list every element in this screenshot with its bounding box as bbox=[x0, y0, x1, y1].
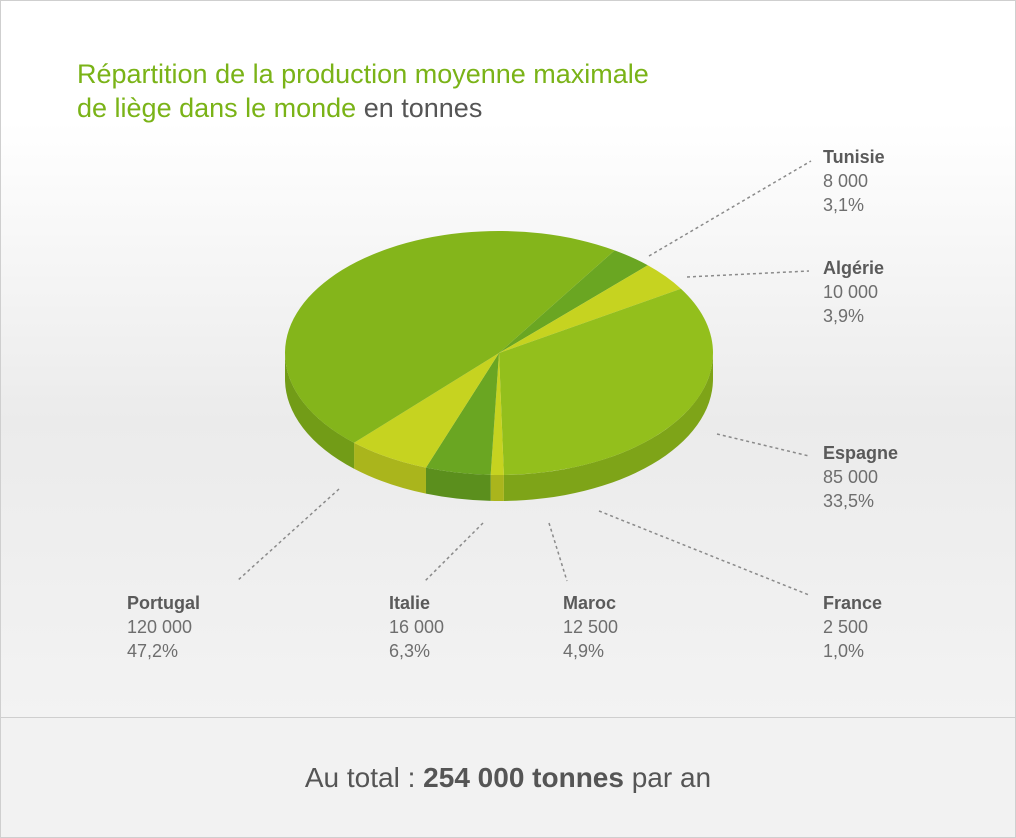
slice-side-france bbox=[490, 474, 504, 501]
leader-line-maroc bbox=[548, 522, 568, 582]
slice-label-percent: 47,2% bbox=[127, 641, 179, 661]
slice-label-espagne: Espagne 85 000 33,5% bbox=[823, 441, 898, 513]
total-footer: Au total : 254 000 tonnes par an bbox=[1, 717, 1015, 837]
slice-label-percent: 3,1% bbox=[823, 195, 865, 215]
slice-label-value: 85 000 bbox=[823, 467, 879, 487]
slice-label-portugal: Portugal 120 000 47,2% bbox=[127, 591, 200, 663]
slice-label-percent: 1,0% bbox=[823, 641, 865, 661]
slice-label-value: 12 500 bbox=[563, 617, 619, 637]
slice-label-value: 120 000 bbox=[127, 617, 193, 637]
slice-label-algérie: Algérie 10 000 3,9% bbox=[823, 256, 884, 328]
total-suffix: par an bbox=[623, 762, 712, 793]
slice-label-name: Algérie bbox=[823, 258, 885, 278]
slice-label-name: France bbox=[823, 593, 883, 613]
slice-label-tunisie: Tunisie 8 000 3,1% bbox=[823, 145, 885, 217]
total-value: 254 000 tonnes bbox=[423, 762, 624, 793]
slice-side-portugal bbox=[285, 353, 355, 469]
total-prefix: Au total : bbox=[304, 762, 424, 793]
slice-side-espagne bbox=[503, 353, 713, 501]
leader-lines bbox=[236, 160, 812, 596]
title-line-1: Répartition de la production moyenne max… bbox=[77, 59, 649, 89]
leader-line-france bbox=[598, 510, 810, 596]
slice-label-value: 2 500 bbox=[823, 617, 869, 637]
slice-france bbox=[490, 353, 504, 475]
slice-side-italie bbox=[354, 442, 426, 494]
leader-line-portugal bbox=[236, 488, 340, 582]
slice-label-maroc: Maroc 12 500 4,9% bbox=[563, 591, 618, 663]
chart-title: Répartition de la production moyenne max… bbox=[77, 57, 649, 125]
slice-label-france: France 2 500 1,0% bbox=[823, 591, 882, 663]
leader-line-tunisie bbox=[648, 160, 812, 257]
leader-line-espagne bbox=[716, 433, 810, 457]
slice-label-name: Maroc bbox=[563, 593, 617, 613]
slice-label-name: Portugal bbox=[127, 593, 201, 613]
slice-label-name: Italie bbox=[389, 593, 431, 613]
slice-portugal bbox=[285, 231, 615, 443]
pie-top bbox=[285, 231, 713, 475]
slice-italie bbox=[354, 353, 499, 468]
title-unit: en tonnes bbox=[363, 93, 483, 123]
slice-algérie bbox=[499, 265, 681, 353]
slice-label-value: 16 000 bbox=[389, 617, 445, 637]
title-line-2: de liège dans le monde bbox=[77, 93, 357, 123]
slice-label-italie: Italie 16 000 6,3% bbox=[389, 591, 444, 663]
slice-espagne bbox=[499, 288, 713, 475]
slice-label-name: Tunisie bbox=[823, 147, 885, 167]
slice-label-name: Espagne bbox=[823, 443, 899, 463]
slice-maroc bbox=[425, 353, 499, 475]
slice-label-value: 10 000 bbox=[823, 282, 879, 302]
slice-label-percent: 6,3% bbox=[389, 641, 431, 661]
slice-label-value: 8 000 bbox=[823, 171, 869, 191]
pie-side-walls bbox=[285, 353, 713, 501]
pie-chart bbox=[236, 160, 812, 596]
slice-label-percent: 3,9% bbox=[823, 306, 865, 326]
slice-tunisie bbox=[499, 250, 648, 353]
slice-label-percent: 4,9% bbox=[563, 641, 605, 661]
leader-line-algérie bbox=[686, 270, 810, 278]
leader-line-italie bbox=[424, 522, 484, 582]
slice-side-maroc bbox=[425, 467, 491, 501]
slice-label-percent: 33,5% bbox=[823, 491, 875, 511]
